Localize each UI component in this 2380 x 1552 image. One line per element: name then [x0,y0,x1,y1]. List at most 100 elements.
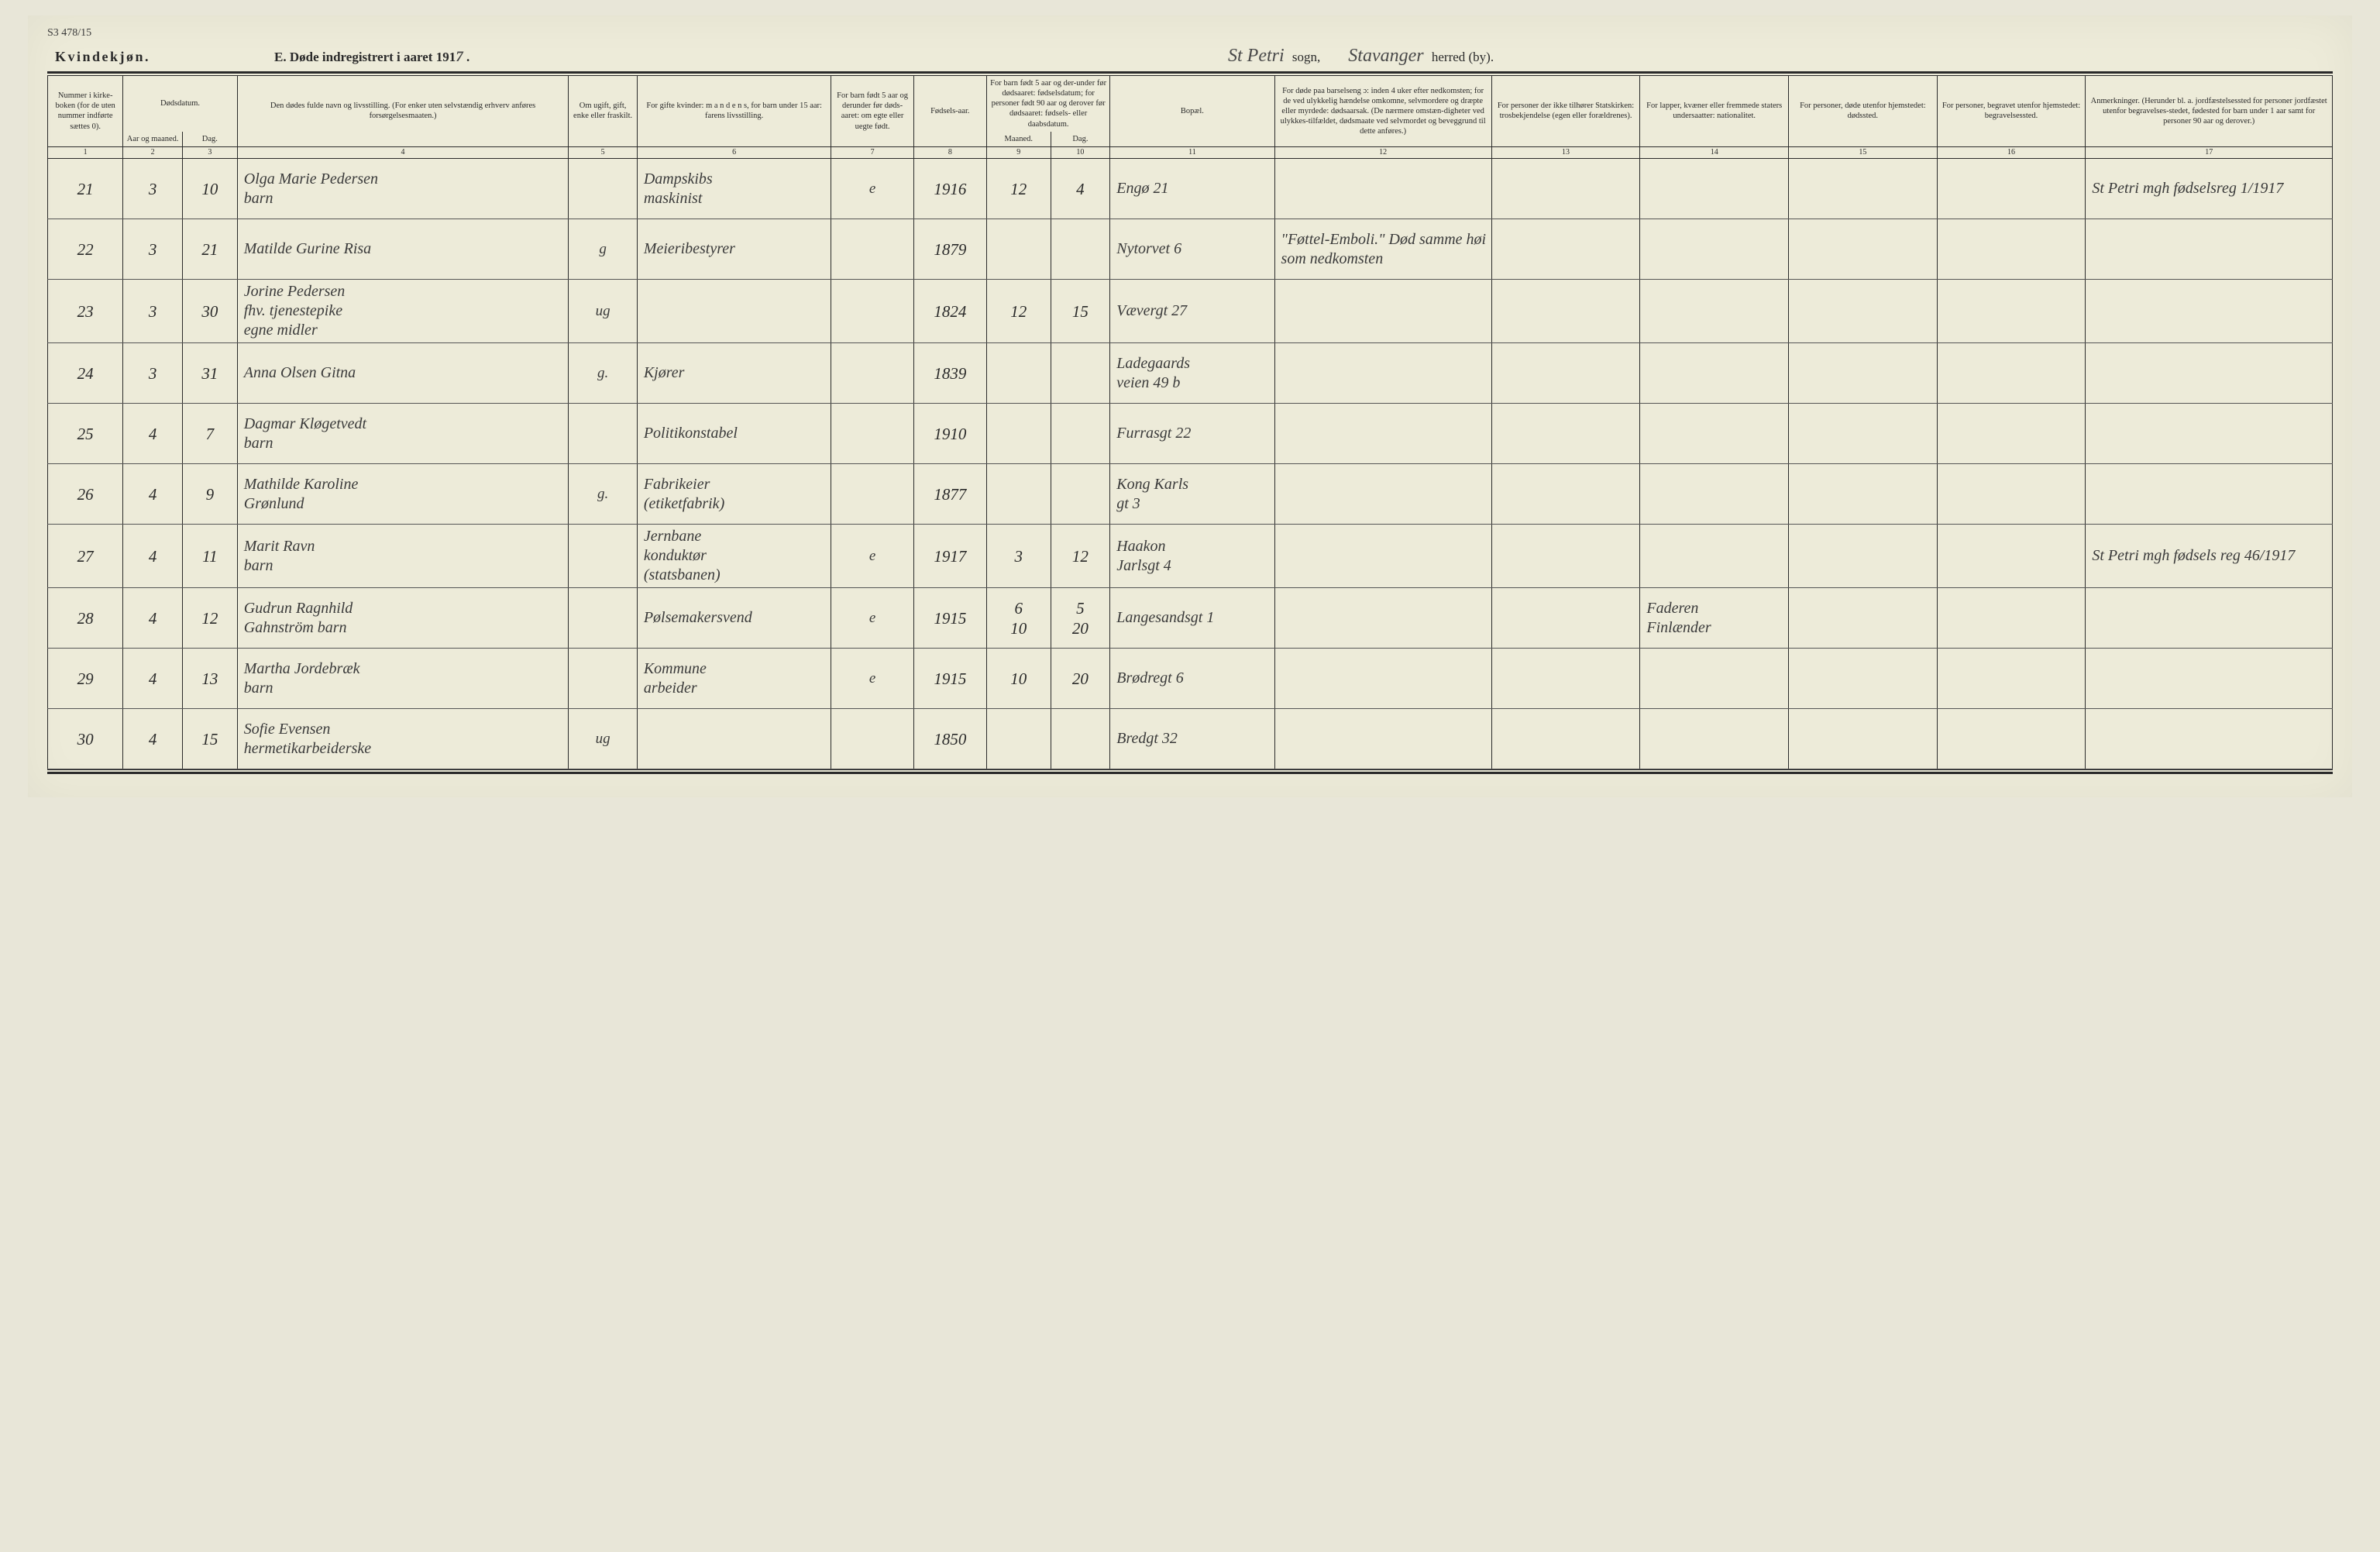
cell-note: St Petri mgh fødselsreg 1/1917 [2086,159,2333,219]
rule-bottom-thick [47,772,2333,774]
cell-rel [1491,464,1640,525]
column-number: 1 [48,146,123,159]
cell-n: 21 [48,159,123,219]
cell-cause [1274,709,1491,769]
table-row: 21310Olga Marie PedersenbarnDampskibsmas… [48,159,2333,219]
cell-civ: ug [569,280,637,343]
cell-bpl [1937,525,2086,588]
cell-year: 1915 [913,588,986,649]
col-header: For personer der ikke tilhører Statskirk… [1491,76,1640,146]
table-row: 27411Marit RavnbarnJernbanekonduktør(sta… [48,525,2333,588]
cell-occ: Pølsemakersvend [637,588,831,649]
cell-m: 4 [123,709,183,769]
cell-dpl [1789,709,1938,769]
corner-note: S3 478/15 [47,27,2333,40]
table-row: 28412Gudrun RagnhildGahnström barnPølsem… [48,588,2333,649]
cell-rel [1491,649,1640,709]
cell-d: 13 [182,649,237,709]
column-number: 5 [569,146,637,159]
table-row: 22321Matilde Gurine RisagMeieribestyrer1… [48,219,2333,280]
cell-occ [637,709,831,769]
table-row: 2547Dagmar KløgetvedtbarnPolitikonstabel… [48,404,2333,464]
cell-res: Ladegaardsveien 49 b [1110,343,1274,404]
cell-civ [569,588,637,649]
cell-leg [831,464,913,525]
district-label: herred (by). [1432,50,1494,64]
column-number: 10 [1051,146,1110,159]
col-header: For personer, døde utenfor hjemstedet: d… [1789,76,1938,146]
col-header: Anmerkninger. (Herunder bl. a. jordfæste… [2086,76,2333,146]
cell-n: 26 [48,464,123,525]
column-number: 13 [1491,146,1640,159]
cell-nat [1640,280,1789,343]
cell-res: Kong Karlsgt 3 [1110,464,1274,525]
col-header: For personer, begravet utenfor hjemstede… [1937,76,2086,146]
cell-nat [1640,343,1789,404]
cell-res: Furrasgt 22 [1110,404,1274,464]
cell-bm: 3 [987,525,1051,588]
cell-d: 12 [182,588,237,649]
cell-bpl [1937,280,2086,343]
table-body: 21310Olga Marie PedersenbarnDampskibsmas… [48,159,2333,769]
table-head: Nummer i kirke-boken (for de uten nummer… [48,76,2333,159]
cell-note: St Petri mgh fødsels reg 46/1917 [2086,525,2333,588]
cell-nat [1640,709,1789,769]
cell-dpl [1789,219,1938,280]
column-number: 6 [637,146,831,159]
col-header: For barn født 5 aar og derunder før døds… [831,76,913,146]
cell-year: 1824 [913,280,986,343]
cell-res: Vævergt 27 [1110,280,1274,343]
cell-note [2086,588,2333,649]
cell-bd [1051,343,1110,404]
col-header: Dødsdatum. [123,76,237,132]
cell-cause [1274,525,1491,588]
cell-dpl [1789,280,1938,343]
col-header: Om ugift, gift, enke eller fraskilt. [569,76,637,146]
column-number: 14 [1640,146,1789,159]
column-number: 4 [237,146,569,159]
cell-rel [1491,525,1640,588]
cell-cause [1274,343,1491,404]
cell-leg: e [831,525,913,588]
cell-dpl [1789,525,1938,588]
gender-heading: Kvindekjøn. [55,49,150,65]
cell-occ: Fabrikeier(etiketfabrik) [637,464,831,525]
cell-occ [637,280,831,343]
cell-bm [987,343,1051,404]
cell-civ: ug [569,709,637,769]
cell-name: Gudrun RagnhildGahnström barn [237,588,569,649]
cell-civ [569,159,637,219]
cell-dpl [1789,588,1938,649]
column-number: 2 [123,146,183,159]
cell-note [2086,280,2333,343]
col-header: For gifte kvinder: m a n d e n s, for ba… [637,76,831,146]
cell-civ [569,525,637,588]
cell-occ: Jernbanekonduktør(statsbanen) [637,525,831,588]
cell-leg: e [831,159,913,219]
cell-year: 1910 [913,404,986,464]
cell-leg [831,219,913,280]
cell-bpl [1937,343,2086,404]
table-row: 30415Sofie Evensenhermetikarbeiderskeug1… [48,709,2333,769]
table-row: 2649Mathilde KarolineGrønlundg.Fabrikeie… [48,464,2333,525]
cell-name: Mathilde KarolineGrønlund [237,464,569,525]
cell-n: 28 [48,588,123,649]
cell-dpl [1789,159,1938,219]
cell-bm [987,709,1051,769]
cell-res: Nytorvet 6 [1110,219,1274,280]
col-header: Nummer i kirke-boken (for de uten nummer… [48,76,123,146]
cell-note [2086,343,2333,404]
cell-n: 22 [48,219,123,280]
cell-occ: Kjører [637,343,831,404]
cell-year: 1850 [913,709,986,769]
cell-rel [1491,219,1640,280]
cell-m: 3 [123,343,183,404]
cell-name: Jorine Pedersenfhv. tjenestepikeegne mid… [237,280,569,343]
cell-n: 25 [48,404,123,464]
column-number: 3 [182,146,237,159]
cell-rel [1491,404,1640,464]
cell-cause [1274,404,1491,464]
cell-note [2086,649,2333,709]
cell-bd [1051,404,1110,464]
cell-occ: Dampskibsmaskinist [637,159,831,219]
